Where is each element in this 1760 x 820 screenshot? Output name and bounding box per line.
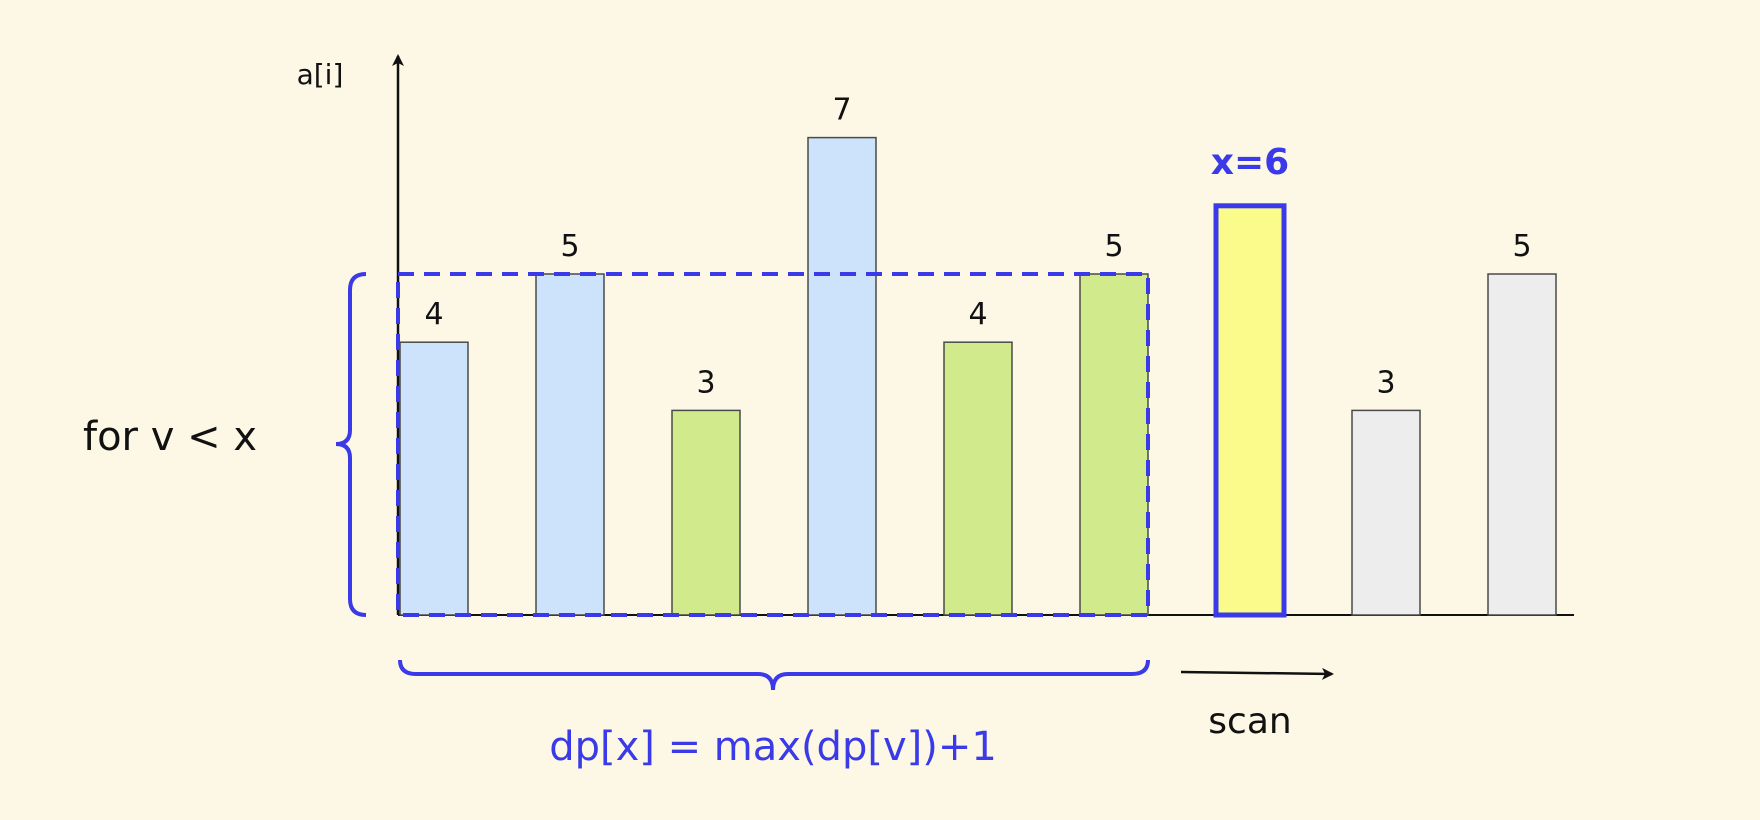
bar-value-label: 3 [1376, 365, 1395, 400]
bottom-brace [398, 659, 1150, 691]
bar-1-processed [535, 273, 605, 616]
dashed-selection-box [396, 272, 1150, 617]
current-x-label: x=6 [1211, 142, 1289, 183]
bar-value-label: 3 [696, 365, 715, 400]
scan-label: scan [1208, 701, 1291, 742]
bar-4-candidate [943, 341, 1013, 616]
condition-label: for v < x [83, 414, 257, 460]
y-axis-label: a[i] [297, 58, 344, 91]
left-brace [335, 272, 367, 617]
bar-value-label: 7 [832, 93, 851, 128]
bar-series: 4 5 3 7 4 5 x=6 3 5 [399, 93, 1557, 618]
bar-value-label: 5 [560, 229, 579, 264]
dp-formula: dp[x] = max(dp[v])+1 [549, 724, 997, 770]
bar-2-candidate [671, 409, 741, 616]
bar-6-current [1213, 203, 1287, 618]
bar-3-processed [807, 136, 877, 616]
bar-value-label: 5 [1512, 229, 1531, 264]
bar-value-label: 4 [968, 297, 987, 332]
bar-value-label: 4 [424, 297, 443, 332]
bar-0-processed [399, 341, 469, 616]
bar-8-unprocessed [1487, 273, 1557, 616]
scan-arrow [1180, 667, 1334, 680]
bar-7-unprocessed [1351, 409, 1421, 616]
bar-value-label: 5 [1104, 229, 1123, 264]
bar-5-candidate [1079, 273, 1149, 616]
